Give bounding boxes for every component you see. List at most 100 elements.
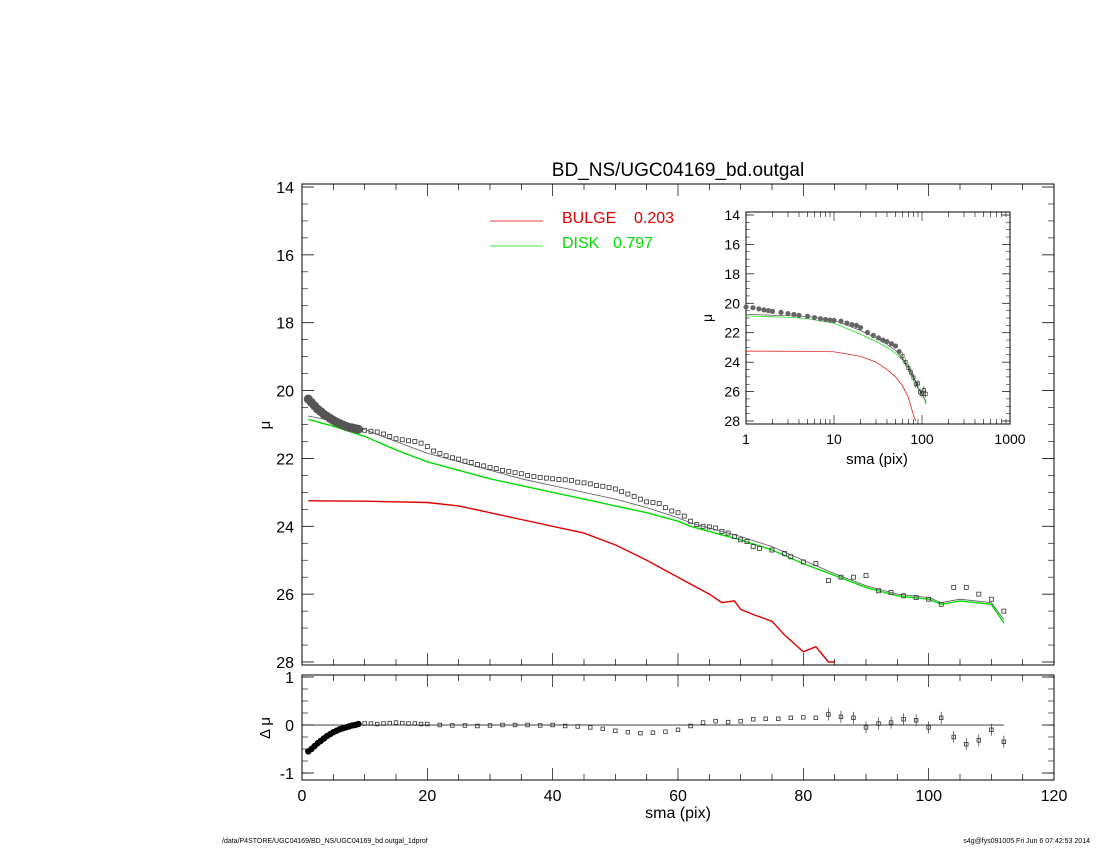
- main-series-line-model: [308, 415, 1005, 620]
- inset-data-point: [817, 316, 823, 322]
- residual-data-point: [801, 715, 806, 720]
- main-data-point: [468, 460, 474, 465]
- inset-y-tick-labels: 14 16 18 20 22 24 26 28: [724, 207, 740, 429]
- main-data-point: [393, 436, 399, 442]
- main-data-point: [926, 596, 932, 602]
- residual-x-tick-label: 100: [915, 788, 942, 805]
- main-data-point: [475, 462, 480, 467]
- main-data-point: [619, 489, 624, 495]
- residual-data-point: [575, 724, 580, 729]
- inset-series-line-bulge: [745, 350, 917, 422]
- inset-data-point: [900, 354, 905, 359]
- residual-data-point: [600, 726, 605, 732]
- main-data-point: [700, 523, 706, 529]
- residual-y-tick-label: -1: [280, 766, 294, 783]
- inset-data-point: [811, 314, 818, 321]
- main-y-tick-label: 16: [276, 248, 294, 265]
- residual-series-group: [305, 708, 1007, 755]
- main-data-point: [744, 539, 750, 544]
- residual-data-point: [393, 720, 399, 725]
- residual-data-point: [487, 723, 493, 728]
- inset-data-point: [791, 311, 797, 318]
- main-data-point: [913, 595, 919, 600]
- residual-data-point: [550, 722, 555, 728]
- main-data-point: [688, 518, 693, 524]
- inset-data-point: [796, 312, 802, 318]
- main-data-point: [757, 545, 762, 551]
- main-data-point: [901, 593, 906, 599]
- main-data-point: [518, 471, 524, 477]
- residual-data-point: [913, 718, 919, 723]
- inset-y-tick-label: 14: [724, 207, 740, 223]
- main-data-point: [750, 544, 756, 550]
- inset-data-point: [892, 343, 899, 349]
- legend-bulge-value: 0.203: [634, 210, 674, 227]
- inset-data-point: [870, 332, 876, 338]
- residual-y-tick-label: 0: [285, 718, 294, 735]
- inset-data-point: [743, 304, 749, 310]
- residual-x-tick-label: 0: [298, 788, 307, 805]
- inset-y-tick-label: 26: [724, 384, 740, 400]
- residual-data-point: [675, 727, 681, 732]
- residual-panel: -101 0 20 40 60 80 100 120 Δ μ sma (pix): [257, 670, 1067, 822]
- main-data-point: [863, 573, 869, 578]
- inset-data-point: [756, 306, 762, 312]
- residual-data-point: [425, 721, 430, 727]
- main-data-point: [681, 513, 687, 519]
- inset-x-tick-labels: 1 10 100 1000: [742, 431, 1026, 447]
- residual-data-point: [638, 730, 643, 736]
- main-data-point: [826, 578, 831, 583]
- residual-data-point: [964, 742, 969, 747]
- residual-data-point: [663, 729, 668, 734]
- main-data-point: [782, 551, 787, 556]
- residual-data-point: [387, 720, 392, 726]
- main-series-group: [303, 394, 1007, 663]
- main-data-point: [368, 428, 374, 434]
- main-data-point: [800, 559, 806, 565]
- residual-x-axis-label: sma (pix): [645, 805, 711, 822]
- inset-data-point: [903, 360, 908, 365]
- main-data-point: [988, 596, 994, 602]
- main-data-point: [669, 508, 675, 514]
- residual-data-point: [588, 725, 593, 730]
- main-data-point: [725, 530, 731, 536]
- residual-data-point: [381, 721, 386, 726]
- residual-data-point: [500, 722, 505, 728]
- legend: BULGE 0.203 DISK 0.797: [490, 210, 674, 252]
- inset-data-point: [827, 317, 833, 323]
- inset-data-point: [923, 391, 928, 396]
- inset-y-tick-label: 18: [724, 266, 740, 282]
- inset-x-tick-label: 1: [742, 431, 750, 447]
- inset-data-point: [822, 316, 829, 323]
- legend-disk-value: 0.797: [613, 235, 653, 252]
- main-y-axis-label: μ: [257, 421, 274, 430]
- main-data-point: [525, 472, 530, 478]
- main-data-point: [638, 496, 643, 502]
- main-data-point: [418, 440, 424, 446]
- residual-data-point: [826, 712, 831, 717]
- inset-data-point: [916, 381, 920, 386]
- main-data-point: [406, 438, 411, 444]
- main-data-point: [587, 481, 593, 487]
- main-y-tick-label: 28: [276, 655, 294, 672]
- residual-data-point: [863, 725, 869, 730]
- residual-x-tick-label: 80: [794, 788, 812, 805]
- residual-data-point: [1001, 739, 1007, 744]
- main-y-tick-label: 20: [276, 384, 294, 401]
- inset-data-point: [884, 338, 890, 345]
- residual-data-point: [525, 722, 530, 728]
- main-data-point: [456, 456, 462, 462]
- residual-data-point: [688, 723, 693, 729]
- inset-y-tick-label: 28: [724, 413, 740, 429]
- main-data-point: [631, 494, 637, 499]
- inset-x-axis-label: sma (pix): [846, 451, 908, 468]
- main-data-point: [663, 505, 668, 511]
- inset-log-panel: 14 16 18 20 22 24 26 28 1 10 100 1000 μ sma (pix): [699, 207, 1026, 468]
- main-y-tick-label: 26: [276, 587, 294, 604]
- residual-data-point: [613, 728, 618, 733]
- main-data-point: [813, 561, 819, 567]
- main-data-point: [437, 450, 443, 456]
- main-data-point: [706, 524, 712, 530]
- main-data-point: [374, 429, 380, 435]
- inset-data-point: [838, 318, 844, 324]
